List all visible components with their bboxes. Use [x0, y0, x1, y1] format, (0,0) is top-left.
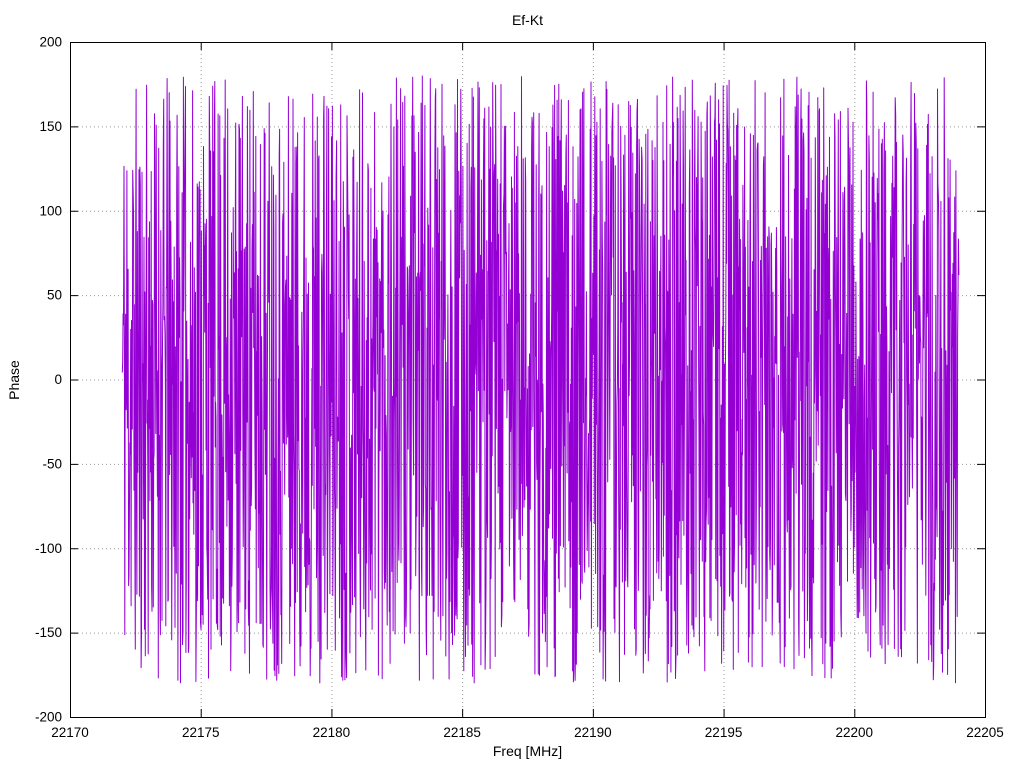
y-tick-label: 100 [39, 203, 62, 218]
x-tick-label: 22170 [51, 725, 89, 740]
x-tick-label: 22185 [443, 725, 481, 740]
x-tick-label: 22180 [313, 725, 351, 740]
y-tick-label: 200 [39, 35, 62, 50]
phase-series-line [121, 75, 960, 684]
x-tick-label: 22195 [705, 725, 743, 740]
chart-title: Ef-Kt [511, 12, 544, 28]
y-tick-label: -50 [42, 456, 62, 471]
x-axis-label: Freq [MHz] [492, 743, 563, 759]
x-tick-label: 22175 [182, 725, 220, 740]
y-tick-label: -200 [35, 710, 62, 725]
y-tick-label: 150 [39, 119, 62, 134]
y-tick-label: -100 [35, 541, 62, 556]
x-tick-label: 22200 [836, 725, 874, 740]
x-tick-label: 22205 [966, 725, 1004, 740]
x-tick-label: 22190 [574, 725, 612, 740]
y-tick-label: -150 [35, 625, 62, 640]
y-tick-label: 0 [54, 372, 62, 387]
y-tick-label: 50 [47, 288, 62, 303]
